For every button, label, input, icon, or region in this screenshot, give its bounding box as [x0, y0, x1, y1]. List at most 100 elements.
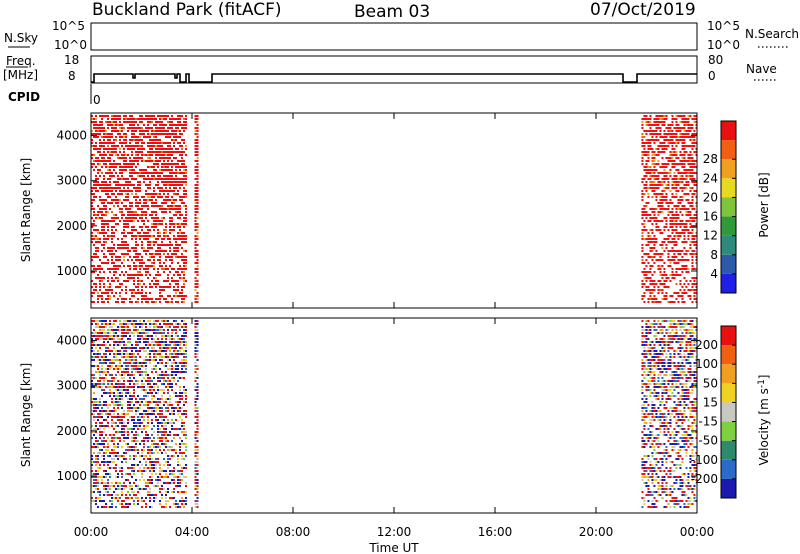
range-cell: [179, 362, 181, 364]
range-cell: [671, 166, 674, 168]
range-cell: [149, 464, 151, 466]
range-cell: [179, 344, 181, 346]
range-cell: [647, 178, 650, 180]
range-cell: [175, 347, 177, 349]
range-cell: [647, 244, 650, 246]
range-cell: [679, 115, 682, 117]
range-cell: [91, 223, 93, 225]
range-cell: [149, 193, 151, 195]
range-cell: [97, 359, 99, 361]
range-cell: [181, 419, 183, 421]
range-cell: [127, 211, 129, 213]
range-cell: [145, 286, 147, 288]
range-cell: [651, 223, 654, 225]
range-cell: [641, 295, 644, 297]
range-cell: [689, 211, 692, 213]
range-cell: [173, 181, 175, 183]
range-cell: [159, 220, 161, 222]
range-cell: [194, 271, 197, 273]
range-cell: [105, 482, 107, 484]
range-cell: [133, 136, 135, 138]
range-cell: [679, 163, 682, 165]
range-cell: [641, 157, 644, 159]
range-cell: [683, 121, 686, 123]
range-cell: [175, 332, 177, 334]
range-cell: [181, 452, 183, 454]
range-cell: [177, 235, 179, 237]
range-cell: [185, 208, 187, 210]
range-cell: [657, 301, 660, 303]
freq-label: Freq.: [6, 54, 36, 68]
range-cell: [91, 461, 93, 463]
range-cell: [109, 359, 111, 361]
range-cell: [667, 172, 670, 174]
range-cell: [137, 184, 139, 186]
range-cell: [165, 386, 167, 388]
range-cell: [683, 145, 686, 147]
range-cell: [109, 440, 111, 442]
range-cell: [691, 202, 694, 204]
range-cell: [141, 196, 143, 198]
range-cell: [151, 193, 153, 195]
range-cell: [675, 211, 678, 213]
range-cell: [167, 383, 169, 385]
range-cell: [151, 256, 153, 258]
range-cell: [645, 124, 648, 126]
range-cell: [183, 277, 185, 279]
range-cell: [171, 413, 173, 415]
range-cell: [157, 250, 159, 252]
range-cell: [123, 157, 125, 159]
range-cell: [151, 148, 153, 150]
range-cell: [157, 274, 159, 276]
range-cell: [181, 479, 183, 481]
range-cell: [151, 386, 153, 388]
range-cell: [117, 407, 119, 409]
range-cell: [183, 506, 185, 508]
range-cell: [169, 241, 171, 243]
range-cell: [159, 323, 161, 325]
range-cell: [117, 353, 119, 355]
range-cell: [173, 473, 175, 475]
range-cell: [143, 154, 145, 156]
range-cell: [103, 229, 105, 231]
range-cell: [196, 292, 199, 294]
range-cell: [137, 449, 139, 451]
range-cell: [153, 389, 155, 391]
range-cell: [685, 280, 688, 282]
range-cell: [119, 151, 121, 153]
range-cell: [153, 259, 155, 261]
range-cell: [155, 280, 157, 282]
range-cell: [645, 172, 648, 174]
range-cell: [93, 401, 95, 403]
range-cell: [157, 419, 159, 421]
range-cell: [175, 139, 177, 141]
range-cell: [141, 298, 143, 300]
range-cell: [645, 271, 648, 273]
range-cell: [159, 301, 161, 303]
range-cell: [685, 265, 688, 267]
range-cell: [149, 326, 151, 328]
range-cell: [681, 136, 684, 138]
range-cell: [125, 323, 127, 325]
range-cell: [185, 262, 187, 264]
range-cell: [117, 344, 119, 346]
range-cell: [147, 452, 149, 454]
range-cell: [145, 205, 147, 207]
range-cell: [663, 124, 666, 126]
range-cell: [97, 488, 99, 490]
range-cell: [99, 500, 101, 502]
range-cell: [159, 274, 161, 276]
range-cell: [194, 347, 197, 349]
range-cell: [91, 467, 93, 469]
range-cell: [135, 341, 137, 343]
range-cell: [147, 380, 149, 382]
range-cell: [649, 139, 652, 141]
range-cell: [129, 467, 131, 469]
range-cell: [677, 127, 680, 129]
range-cell: [679, 136, 682, 138]
range-cell: [101, 277, 103, 279]
range-cell: [695, 283, 698, 285]
range-cell: [131, 163, 133, 165]
range-cell: [119, 431, 121, 433]
